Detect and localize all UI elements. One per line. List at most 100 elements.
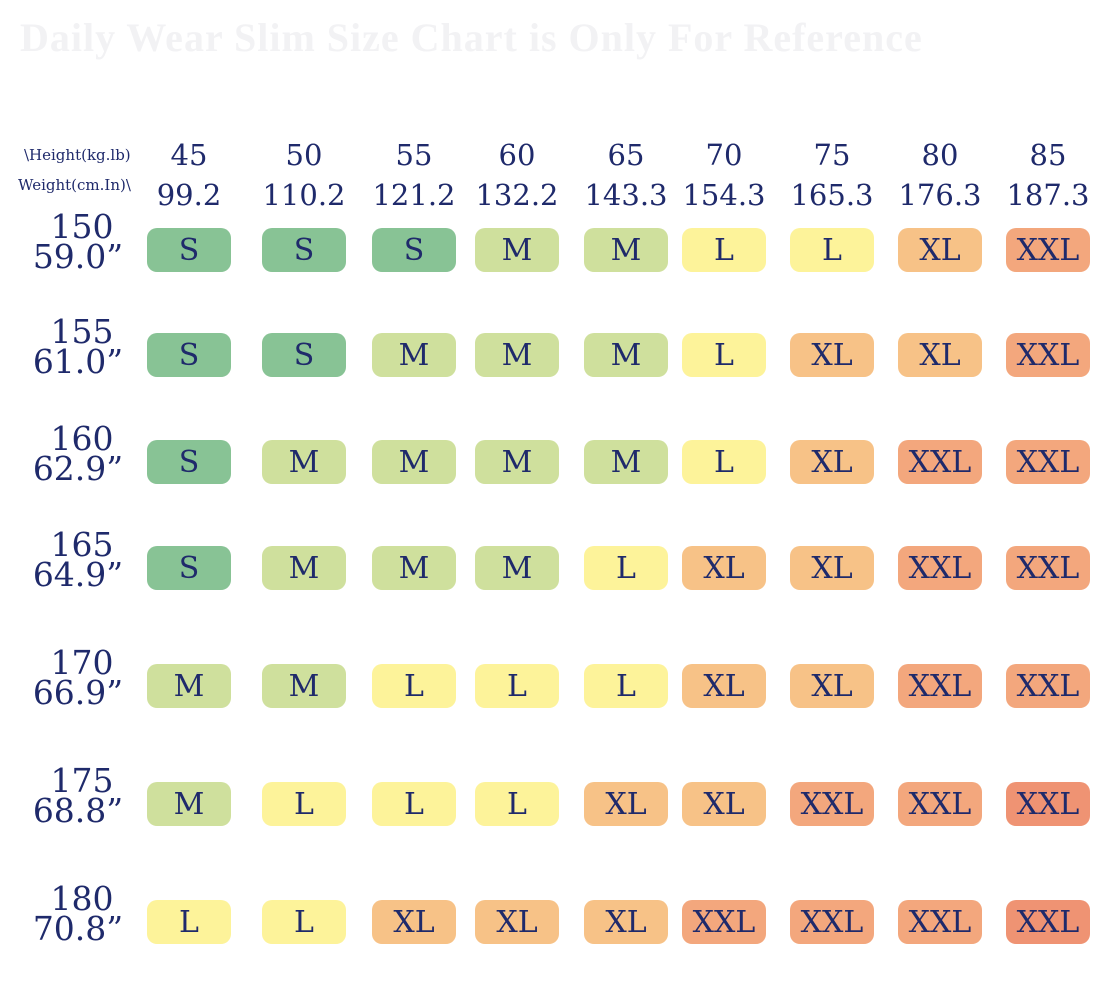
size-cell: XXL <box>1006 228 1090 272</box>
size-cell: M <box>147 782 231 826</box>
row-header-inches: 68.8” <box>32 791 124 830</box>
column-header-kg: 45 <box>170 138 208 172</box>
column-header-kg: 50 <box>285 138 323 172</box>
size-cell: XXL <box>790 900 874 944</box>
column-header-lb: 143.3 <box>584 178 668 212</box>
size-cell: M <box>584 333 668 377</box>
size-cell: L <box>475 782 559 826</box>
size-cell: S <box>262 333 346 377</box>
size-cell: XL <box>790 440 874 484</box>
size-cell: XXL <box>1006 664 1090 708</box>
row-header-inches: 64.9” <box>32 555 124 594</box>
size-cell: XL <box>475 900 559 944</box>
size-cell: XXL <box>1006 782 1090 826</box>
size-cell: M <box>262 440 346 484</box>
size-cell: S <box>147 546 231 590</box>
size-cell: XXL <box>1006 900 1090 944</box>
column-header-kg: 70 <box>705 138 743 172</box>
size-cell: XL <box>372 900 456 944</box>
size-cell: XXL <box>898 546 982 590</box>
size-cell: M <box>584 440 668 484</box>
row-header: 155 61.0” <box>26 312 138 378</box>
row-header-inches: 61.0” <box>32 342 124 381</box>
size-cell: S <box>262 228 346 272</box>
faded-title: Daily Wear Slim Size Chart is Only For R… <box>20 15 923 60</box>
row-header-inches: 62.9” <box>32 449 124 488</box>
column-header-lb: 132.2 <box>475 178 559 212</box>
column-header-lb: 187.3 <box>1006 178 1090 212</box>
row-header: 180 70.8” <box>26 879 138 945</box>
size-cell: XXL <box>682 900 766 944</box>
row-header: 175 68.8” <box>26 761 138 827</box>
size-cell: XL <box>584 900 668 944</box>
row-header-cm: 170 <box>50 643 114 682</box>
size-cell: S <box>372 228 456 272</box>
size-cell: L <box>262 782 346 826</box>
size-cell: M <box>372 333 456 377</box>
column-header-kg: 85 <box>1029 138 1067 172</box>
size-cell: M <box>372 546 456 590</box>
size-cell: L <box>262 900 346 944</box>
size-cell: L <box>147 900 231 944</box>
size-cell: L <box>790 228 874 272</box>
size-cell: XXL <box>898 900 982 944</box>
row-header-inches: 70.8” <box>32 909 124 948</box>
size-cell: XXL <box>1006 440 1090 484</box>
row-header-cm: 180 <box>50 879 114 918</box>
column-header-kg: 65 <box>607 138 645 172</box>
row-header-cm: 175 <box>50 761 114 800</box>
size-cell: XXL <box>898 664 982 708</box>
weight-axis-label: Weight(cm.In)\ <box>18 176 131 194</box>
size-cell: L <box>475 664 559 708</box>
size-cell: XL <box>584 782 668 826</box>
size-cell: M <box>262 664 346 708</box>
size-cell: S <box>147 440 231 484</box>
column-header-kg: 75 <box>813 138 851 172</box>
column-header-lb: 110.2 <box>262 178 346 212</box>
size-cell: XL <box>898 333 982 377</box>
row-header: 160 62.9” <box>26 422 138 485</box>
size-cell: XXL <box>898 782 982 826</box>
size-cell: XXL <box>1006 333 1090 377</box>
size-cell: M <box>372 440 456 484</box>
size-cell: L <box>372 782 456 826</box>
size-cell: XL <box>790 333 874 377</box>
size-cell: L <box>584 664 668 708</box>
column-header-kg: 55 <box>395 138 433 172</box>
column-header-lb: 154.3 <box>682 178 766 212</box>
size-cell: L <box>584 546 668 590</box>
size-cell: S <box>147 333 231 377</box>
height-axis-label: \Height(kg.lb) <box>24 146 131 164</box>
size-cell: S <box>147 228 231 272</box>
row-header-cm: 165 <box>50 525 114 564</box>
row-header-cm: 150 <box>50 207 114 246</box>
row-header-cm: 155 <box>50 312 114 351</box>
size-cell: XL <box>898 228 982 272</box>
size-cell: M <box>475 228 559 272</box>
size-cell: M <box>147 664 231 708</box>
size-cell: XXL <box>1006 546 1090 590</box>
size-cell: XXL <box>898 440 982 484</box>
row-header: 165 64.9” <box>26 525 138 591</box>
size-cell: XL <box>790 664 874 708</box>
size-cell: XL <box>682 546 766 590</box>
size-cell: M <box>475 440 559 484</box>
size-cell: XXL <box>790 782 874 826</box>
column-header-kg: 80 <box>921 138 959 172</box>
size-cell: M <box>475 333 559 377</box>
column-header-lb: 176.3 <box>898 178 982 212</box>
column-header-lb: 99.2 <box>156 178 222 212</box>
row-header: 150 59.0” <box>26 207 138 273</box>
size-cell: L <box>372 664 456 708</box>
row-header-inches: 66.9” <box>32 673 124 712</box>
size-cell: M <box>475 546 559 590</box>
size-cell: XL <box>790 546 874 590</box>
size-cell: XL <box>682 782 766 826</box>
column-header-kg: 60 <box>498 138 536 172</box>
size-cell: L <box>682 228 766 272</box>
size-cell: M <box>262 546 346 590</box>
row-header-inches: 59.0” <box>32 237 124 276</box>
size-cell: M <box>584 228 668 272</box>
size-cell: L <box>682 333 766 377</box>
column-header-lb: 165.3 <box>790 178 874 212</box>
